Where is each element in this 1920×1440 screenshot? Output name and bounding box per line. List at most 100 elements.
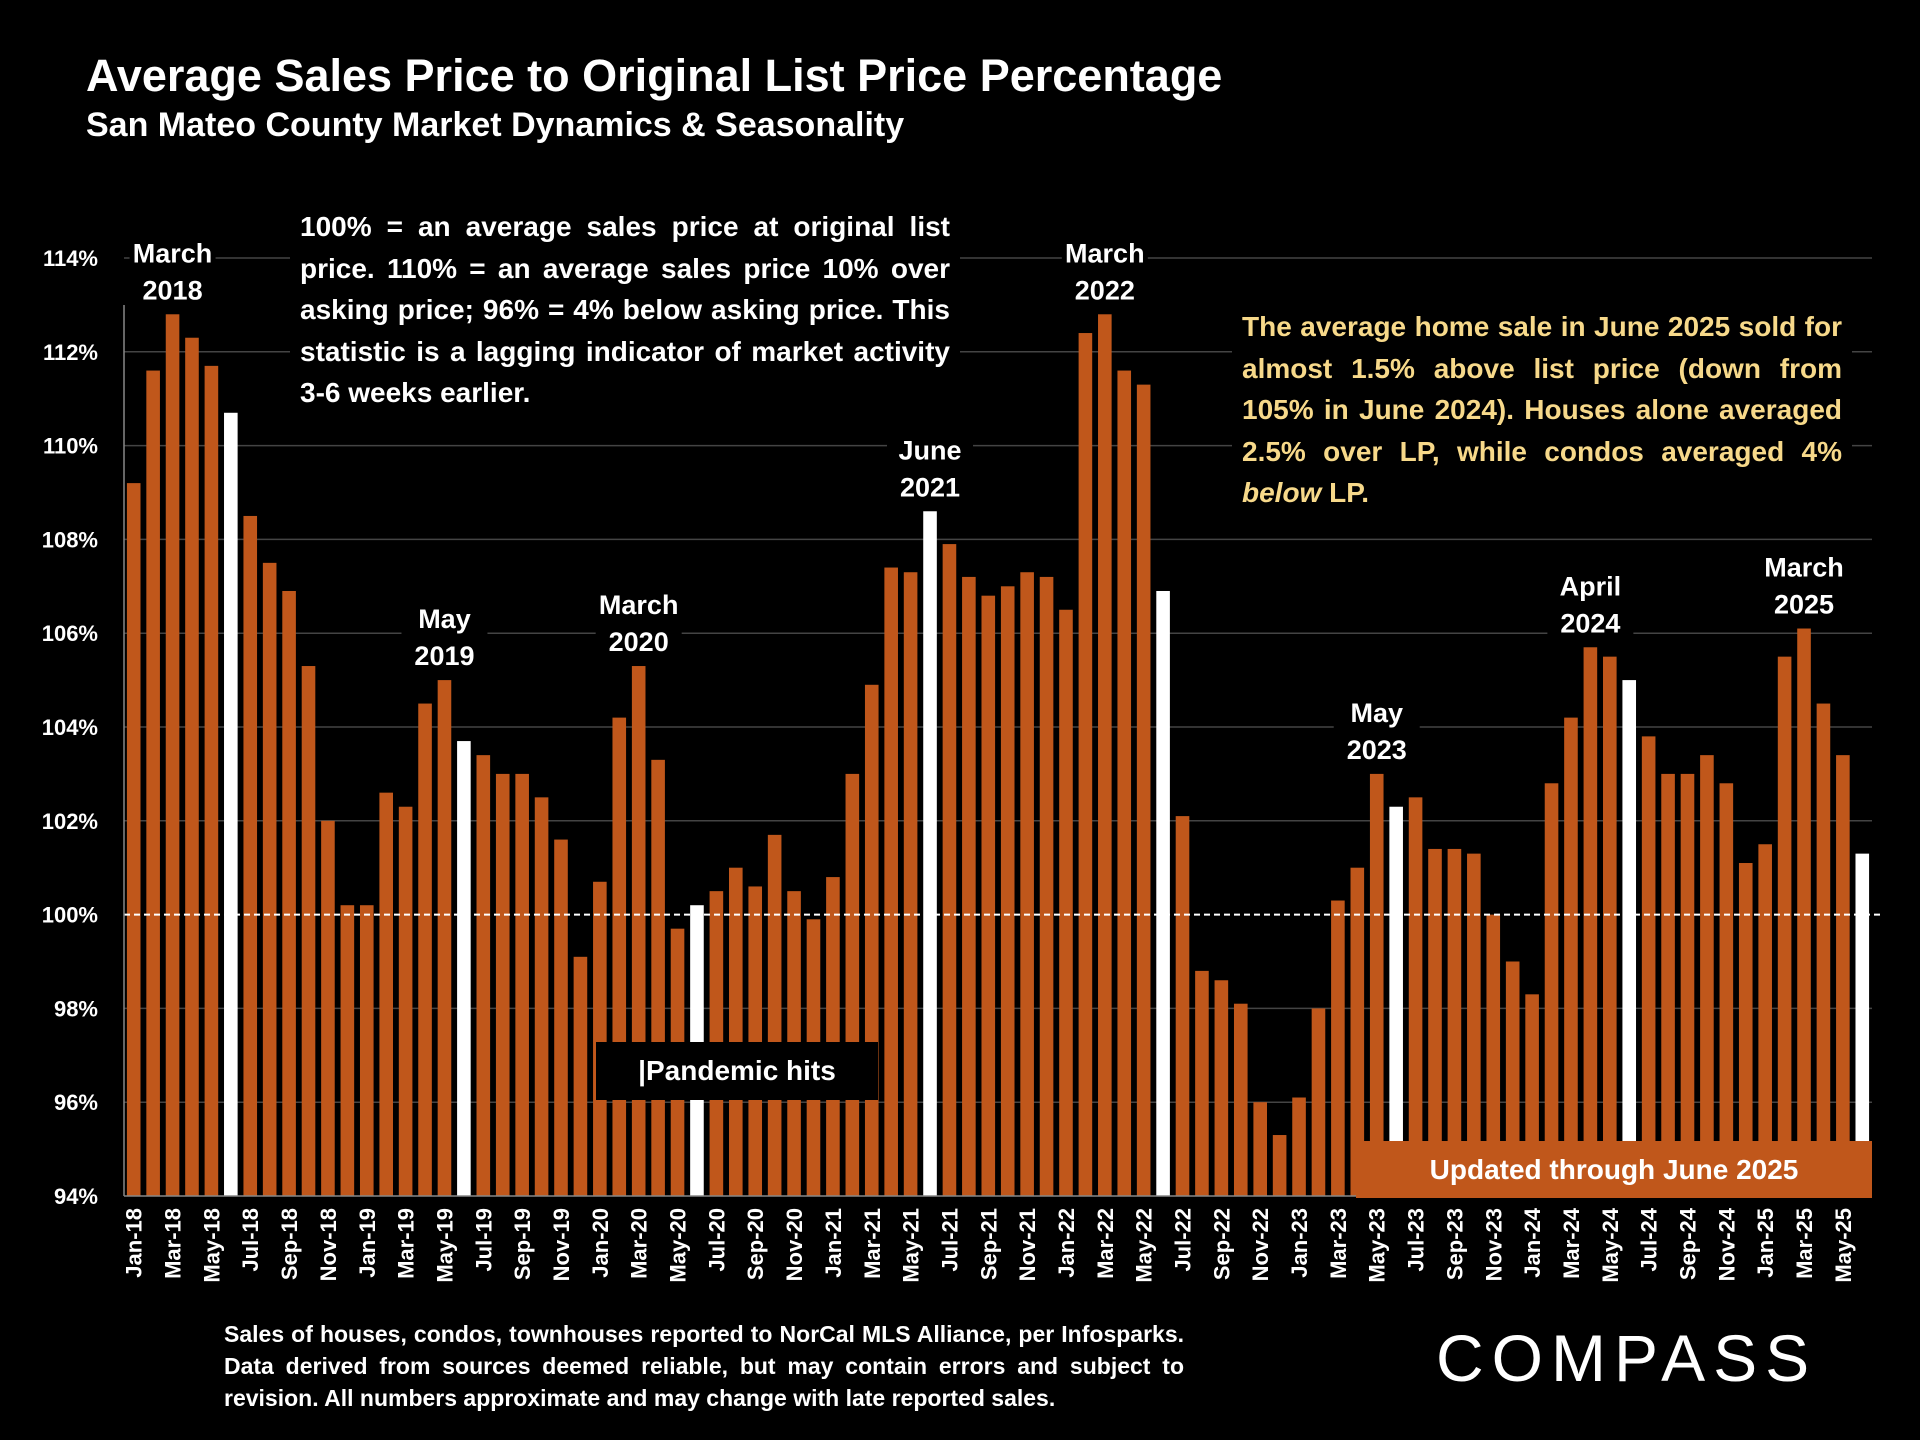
bar-apr-24 <box>1583 647 1598 1196</box>
peak-label-line2: 2021 <box>900 472 960 502</box>
x-tick-label: Nov-19 <box>549 1208 574 1281</box>
peak-label-line1: May <box>418 604 471 634</box>
x-tick-label: Jan-19 <box>355 1208 380 1278</box>
x-tick-label: Jan-23 <box>1287 1208 1312 1278</box>
x-tick-label: Mar-22 <box>1093 1208 1118 1279</box>
bar-sep-23 <box>1447 848 1462 1196</box>
peak-label-line2: 2023 <box>1347 735 1407 765</box>
peak-labels: March 2018 May 2019 March 2020 June 2021 March 20… <box>129 228 1848 768</box>
x-tick-label: May-20 <box>666 1208 691 1283</box>
bar-mar-22 <box>1098 314 1112 1196</box>
bar-sep-20 <box>748 886 763 1196</box>
x-tick-label: Sep-21 <box>976 1208 1001 1280</box>
bar-feb-20 <box>612 717 627 1196</box>
peak-label-line1: April <box>1560 571 1622 601</box>
explanation-note: 100% = an average sales price at origina… <box>290 206 960 414</box>
bar-may-19 <box>437 680 452 1196</box>
y-tick-label: 106% <box>42 621 98 646</box>
x-tick-label: Jan-20 <box>588 1208 613 1278</box>
x-tick-label: Nov-22 <box>1248 1208 1273 1281</box>
bar-mar-21 <box>864 684 879 1196</box>
bar-aug-18 <box>262 562 277 1196</box>
x-tick-label: May-18 <box>199 1208 224 1283</box>
summary-text-emphasis: below <box>1242 477 1322 508</box>
x-tick-label: Sep-20 <box>743 1208 768 1280</box>
peak-label-line2: 2019 <box>414 641 474 671</box>
x-tick-label: Mar-25 <box>1792 1208 1817 1279</box>
bar-jul-21 <box>942 544 957 1196</box>
x-tick-label: Jan-18 <box>122 1208 147 1278</box>
summary-text-before: The average home sale in June 2025 sold … <box>1242 311 1842 467</box>
peak-label-line1: March <box>1764 553 1844 583</box>
bar-feb-22 <box>1078 333 1093 1196</box>
y-tick-label: 100% <box>42 903 98 928</box>
bar-may-18 <box>204 365 219 1196</box>
x-tick-label: Nov-21 <box>1015 1208 1040 1281</box>
peak-label-bg <box>595 580 682 661</box>
chart-title: Average Sales Price to Original List Pri… <box>86 50 1223 101</box>
x-axis-ticks: Jan-18 Mar-18 May-18 Jul-18 Sep-18 Nov-18 Jan-… <box>122 1207 1856 1282</box>
bar-jan-18 <box>126 483 141 1196</box>
bar-mar-20 <box>631 666 646 1196</box>
peak-label-line2: 2022 <box>1075 275 1135 305</box>
bar-dec-24 <box>1738 863 1753 1196</box>
x-tick-label: Mar-23 <box>1326 1208 1351 1279</box>
x-tick-label: Mar-20 <box>627 1208 652 1279</box>
bar-feb-19 <box>379 792 393 1196</box>
x-tick-label: Mar-21 <box>860 1208 885 1279</box>
bar-apr-18 <box>185 337 199 1197</box>
bar-jul-24 <box>1641 736 1656 1196</box>
x-tick-label: Jan-21 <box>821 1208 846 1278</box>
bar-mar-25 <box>1797 628 1811 1196</box>
chart-subtitle: San Mateo County Market Dynamics & Seaso… <box>86 106 905 144</box>
bar-apr-21 <box>884 567 898 1196</box>
bar-jun-21 <box>923 511 937 1196</box>
bar-aug-23 <box>1428 848 1442 1196</box>
bar-nov-24 <box>1719 783 1734 1196</box>
bar-mar-24 <box>1564 717 1578 1196</box>
pandemic-label: |Pandemic hits <box>596 1042 878 1100</box>
y-tick-label: 96% <box>54 1090 98 1115</box>
x-tick-label: Jul-19 <box>471 1208 496 1272</box>
bar-may-21 <box>903 572 918 1196</box>
bar-dec-19 <box>573 956 588 1196</box>
y-tick-label: 112% <box>43 340 98 365</box>
bar-jul-22 <box>1175 816 1190 1196</box>
bar-apr-22 <box>1117 370 1132 1196</box>
bar-apr-23 <box>1350 867 1365 1196</box>
peak-label-bg <box>1761 542 1848 623</box>
peak-label-line1: March <box>1065 238 1145 268</box>
bar-jun-22 <box>1156 590 1170 1196</box>
bar-feb-18 <box>146 370 160 1196</box>
bar-may-23 <box>1369 773 1384 1196</box>
bar-jun-25 <box>1855 853 1870 1196</box>
x-tick-label: Jul-21 <box>937 1208 962 1272</box>
x-tick-label: Jan-24 <box>1520 1207 1545 1277</box>
bar-sep-19 <box>515 773 529 1196</box>
x-tick-label: May-21 <box>899 1208 924 1283</box>
y-axis-ticks: 94% 96% 98% 100% 102% 104% 106% 108% 110% 112% 114… <box>42 246 98 1209</box>
bar-jan-23 <box>1292 1097 1306 1196</box>
bar-feb-21 <box>845 773 860 1196</box>
x-tick-label: Sep-18 <box>277 1208 302 1280</box>
x-tick-label: Jul-23 <box>1404 1208 1429 1272</box>
bar-jan-20 <box>593 881 607 1196</box>
x-tick-label: May-19 <box>432 1208 457 1283</box>
bar-nov-18 <box>321 820 335 1196</box>
bar-apr-19 <box>418 703 432 1196</box>
peak-label-bg <box>1061 228 1148 309</box>
bar-feb-24 <box>1544 783 1559 1196</box>
bar-feb-25 <box>1777 656 1792 1196</box>
bar-sep-22 <box>1214 980 1229 1196</box>
bar-jan-21 <box>826 877 840 1196</box>
bar-may-24 <box>1603 656 1617 1196</box>
y-tick-label: 102% <box>42 809 98 834</box>
bar-oct-23 <box>1467 853 1481 1196</box>
bar-oct-19 <box>534 797 549 1196</box>
x-tick-label: Sep-22 <box>1209 1208 1234 1280</box>
x-tick-label: May-22 <box>1132 1208 1157 1283</box>
bar-nov-23 <box>1486 914 1501 1196</box>
x-tick-label: May-25 <box>1831 1208 1856 1283</box>
bar-aug-19 <box>495 773 510 1196</box>
